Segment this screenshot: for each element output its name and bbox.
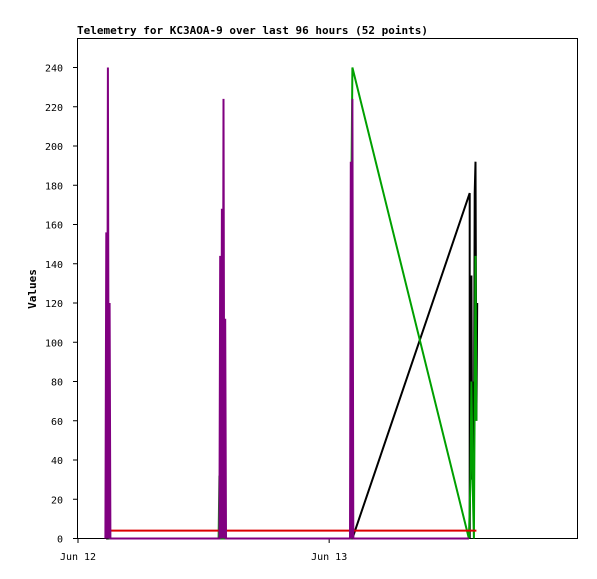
x-axis: Jun 12 Jun 13 — [60, 538, 347, 563]
y-tick-label: 240 — [45, 64, 63, 75]
series-line-4 — [104, 67, 469, 540]
y-tick-label: 160 — [45, 221, 63, 232]
y-axis: 0 20 40 60 80 100 120 140 160 180 200 220 240 — [45, 64, 78, 546]
y-tick-label: 220 — [45, 103, 63, 114]
y-tick-label: 180 — [45, 181, 63, 192]
y-tick-label: 0 — [57, 535, 63, 546]
y-tick-label: 140 — [45, 260, 63, 271]
x-tick-label: Jun 12 — [60, 552, 96, 563]
y-tick-label: 40 — [51, 456, 63, 467]
y-tick-label: 100 — [45, 338, 63, 349]
y-tick-label: 120 — [45, 299, 63, 310]
y-tick-label: 60 — [51, 417, 63, 428]
chart-title: Telemetry for KC3AOA-9 over last 96 hour… — [77, 24, 428, 37]
y-tick-label: 80 — [51, 378, 63, 389]
series-layer — [104, 67, 479, 540]
y-tick-label: 200 — [45, 142, 63, 153]
y-axis-label: Values — [26, 269, 39, 309]
plot-frame — [77, 38, 578, 539]
y-tick-label: 20 — [51, 495, 63, 506]
x-tick-label: Jun 13 — [311, 552, 347, 563]
